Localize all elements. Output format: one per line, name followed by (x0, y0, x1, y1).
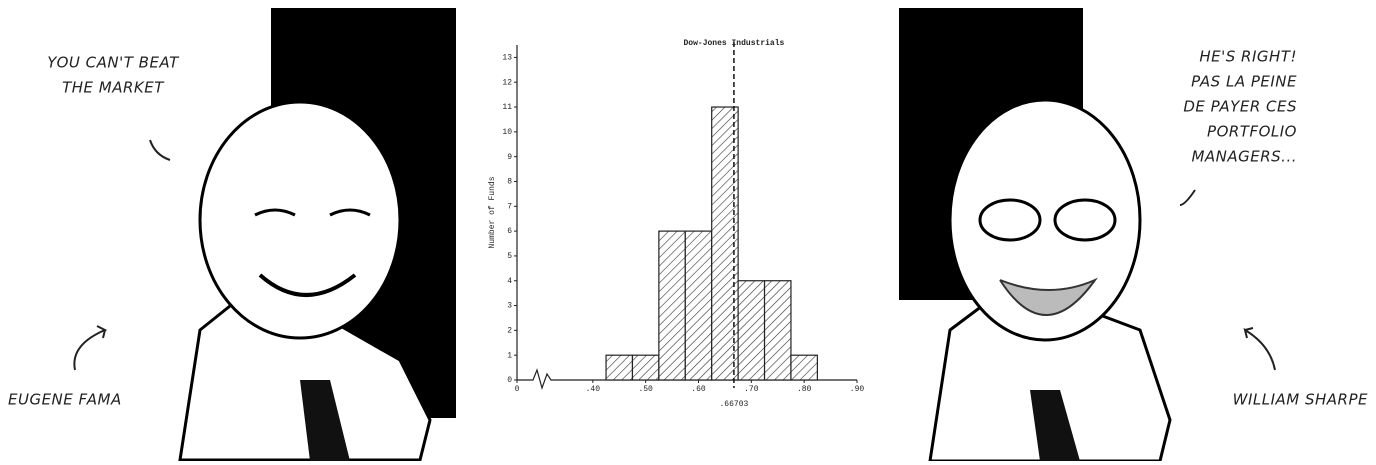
bar (763, 280, 792, 381)
x-tick-label: .70 (744, 385, 759, 394)
pointer (1179, 189, 1276, 371)
person-name: EUGENE FAMA (8, 391, 122, 409)
x-tick-label: 0 (515, 385, 520, 394)
y-tick-label: 4 (507, 277, 512, 286)
y-tick-label: 1 (507, 351, 512, 360)
bar (658, 230, 686, 381)
y-tick-label: 13 (502, 54, 512, 63)
speech-line: PAS LA PEINE (1191, 73, 1297, 91)
y-tick-label: 0 (507, 376, 512, 385)
bar (631, 354, 660, 381)
speech-line: MANAGERS... (1191, 148, 1297, 166)
speech-line: DE PAYER CES (1183, 98, 1297, 116)
speech-line: PORTFOLIO (1207, 123, 1297, 141)
x-tick-label: .90 (850, 385, 865, 394)
pointer (73, 139, 171, 371)
tie (300, 380, 350, 461)
speech-line: HE'S RIGHT! (1199, 48, 1297, 66)
glasses (978, 198, 1042, 242)
y-tick-label: 3 (507, 302, 512, 311)
reference-title: Dow-Jones Industrials (684, 39, 785, 48)
reference-label: .66703 (720, 400, 749, 409)
y-tick-label: 6 (507, 227, 512, 236)
left-illustration (73, 8, 456, 462)
tie (1030, 390, 1080, 461)
right-illustration (899, 8, 1276, 463)
x-axis (517, 368, 857, 390)
speech-line: YOU CAN'T BEAT (47, 54, 180, 72)
speech-line: THE MARKET (62, 79, 165, 97)
glasses (1053, 198, 1117, 242)
eyes (254, 208, 371, 217)
suit (178, 288, 432, 462)
y-tick-label: 2 (507, 326, 512, 335)
x-tick-label: .50 (638, 385, 653, 394)
face (198, 100, 402, 340)
x-tick-label: .60 (691, 385, 706, 394)
captions: YOU CAN'T BEAT THE MARKET EUGENE FAMA HE'S … (8, 48, 1368, 409)
y-tick-label: 5 (507, 252, 512, 261)
bar (790, 354, 818, 381)
y-axis-label: Number of Funds (488, 176, 497, 248)
y-tick-label: 7 (507, 202, 512, 211)
y-tick-label: 9 (507, 153, 512, 162)
bar (605, 354, 634, 381)
histogram: 0123456789101112130.40.50.60.70.80.90Num… (488, 39, 864, 409)
y-tick-label: 12 (502, 78, 512, 87)
bar (737, 280, 766, 381)
x-tick-label: .40 (586, 385, 601, 394)
person-name: WILLIAM SHARPE (1233, 391, 1368, 409)
x-tick-label: .80 (797, 385, 812, 394)
y-tick-label: 10 (502, 128, 512, 137)
smile (258, 273, 357, 297)
y-tick-label: 8 (507, 178, 512, 187)
y-tick-label: 11 (502, 103, 512, 112)
beard (999, 277, 1098, 316)
bar (684, 230, 713, 381)
